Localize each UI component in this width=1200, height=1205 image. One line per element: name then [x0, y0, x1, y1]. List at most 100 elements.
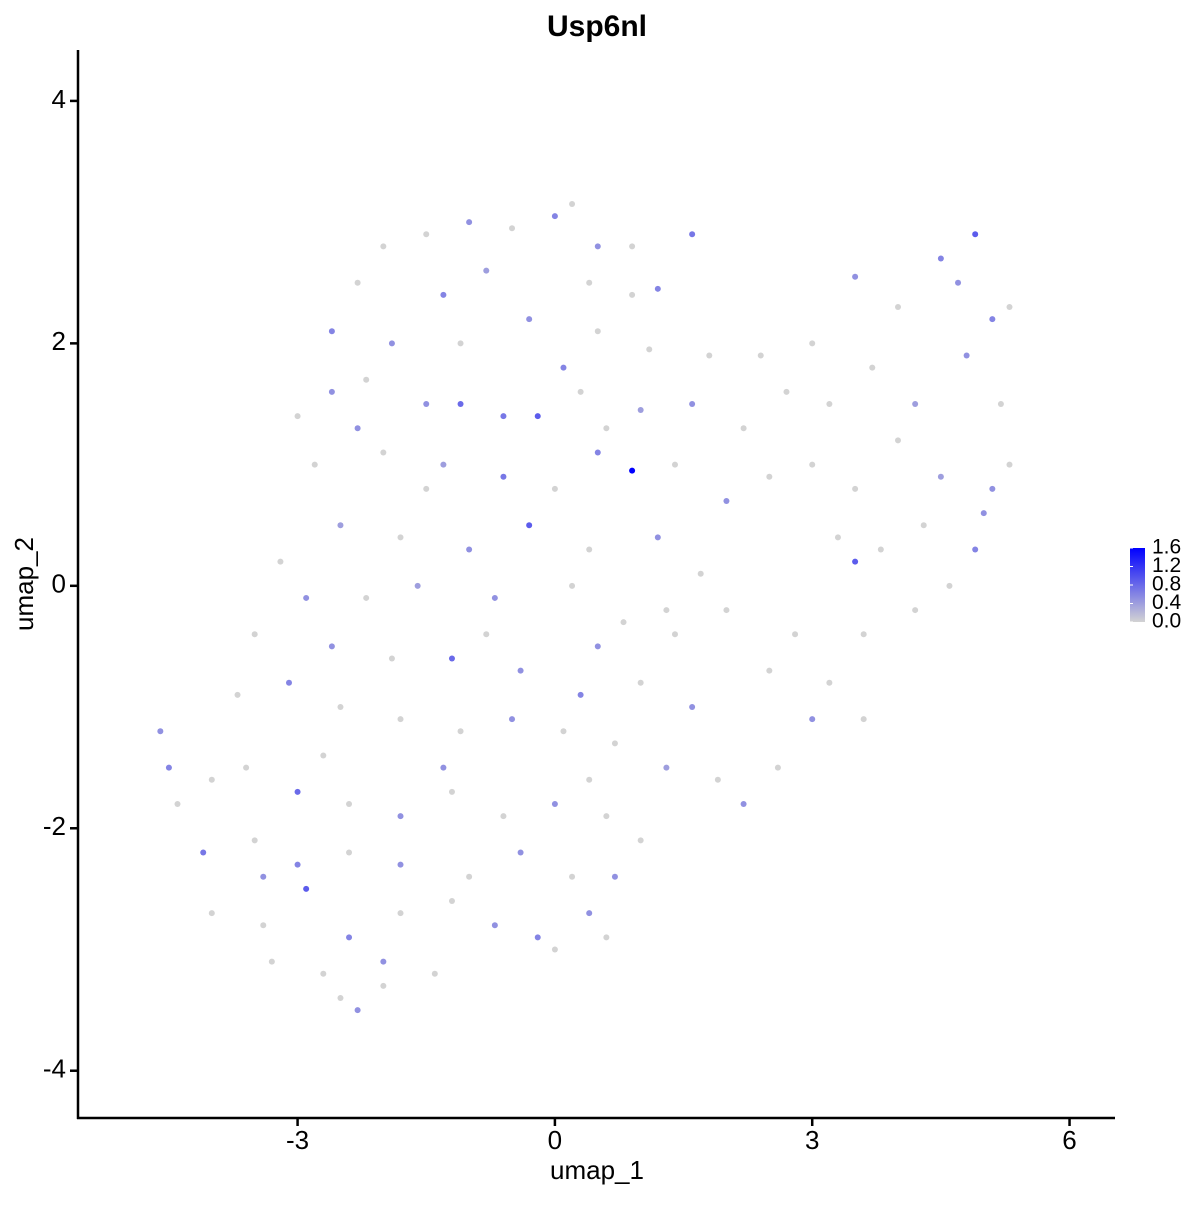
point — [955, 279, 962, 286]
point — [354, 1007, 361, 1014]
point — [526, 522, 533, 529]
point — [654, 285, 661, 292]
point — [766, 473, 773, 480]
point — [894, 437, 901, 444]
points — [157, 200, 1013, 1014]
point — [620, 619, 627, 626]
x-axis-label: umap_1 — [550, 1155, 644, 1185]
point — [577, 691, 584, 698]
point — [388, 340, 395, 347]
point — [629, 291, 636, 298]
point — [234, 691, 241, 698]
point — [260, 873, 267, 880]
y-tick-label: 4 — [52, 84, 66, 114]
point — [551, 213, 558, 220]
point — [594, 643, 601, 650]
point — [311, 461, 318, 468]
point — [723, 497, 730, 504]
point — [972, 231, 979, 238]
point — [783, 388, 790, 395]
point — [500, 413, 507, 420]
point — [894, 303, 901, 310]
point — [714, 776, 721, 783]
point — [448, 655, 455, 662]
point — [920, 522, 927, 529]
point — [569, 873, 576, 880]
point — [689, 400, 696, 407]
y-tick-label: -2 — [43, 811, 66, 841]
colorbar-tick-label: 0.8 — [1152, 573, 1181, 596]
point — [560, 364, 567, 371]
point — [869, 364, 876, 371]
point — [294, 788, 301, 795]
point — [646, 346, 653, 353]
point — [663, 607, 670, 614]
point — [594, 328, 601, 335]
colorbar-tick-label: 1.2 — [1152, 554, 1181, 577]
point — [457, 728, 464, 735]
point — [165, 764, 172, 771]
point — [809, 716, 816, 723]
point — [860, 631, 867, 638]
point — [440, 291, 447, 298]
point — [286, 679, 293, 686]
point — [526, 316, 533, 323]
point — [603, 813, 610, 820]
point — [483, 267, 490, 274]
point — [611, 740, 618, 747]
point — [509, 225, 516, 232]
point — [852, 485, 859, 492]
point — [569, 582, 576, 589]
point — [303, 885, 310, 892]
point — [346, 801, 353, 808]
point — [637, 837, 644, 844]
point — [440, 764, 447, 771]
point — [852, 273, 859, 280]
colorbar-tick-label: 0.0 — [1152, 610, 1181, 633]
point — [397, 861, 404, 868]
point — [397, 534, 404, 541]
point — [671, 631, 678, 638]
point — [637, 407, 644, 414]
point — [414, 582, 421, 589]
point — [277, 558, 284, 565]
point — [380, 449, 387, 456]
point — [551, 485, 558, 492]
point — [208, 776, 215, 783]
point — [912, 607, 919, 614]
point — [517, 849, 524, 856]
point — [260, 922, 267, 929]
point — [809, 461, 816, 468]
point — [294, 861, 301, 868]
point — [337, 704, 344, 711]
point — [500, 473, 507, 480]
point — [1006, 461, 1013, 468]
point — [877, 546, 884, 553]
point — [577, 388, 584, 395]
point — [397, 716, 404, 723]
point — [629, 243, 636, 250]
point — [354, 425, 361, 432]
point — [586, 546, 593, 553]
point — [534, 413, 541, 420]
colorbar — [1130, 548, 1145, 622]
point — [294, 413, 301, 420]
point — [440, 461, 447, 468]
y-tick-label: 0 — [52, 569, 66, 599]
point — [320, 752, 327, 759]
point — [697, 570, 704, 577]
point — [363, 594, 370, 601]
point — [380, 982, 387, 989]
point — [457, 400, 464, 407]
point — [611, 873, 618, 880]
point — [594, 243, 601, 250]
point — [243, 764, 250, 771]
point — [766, 667, 773, 674]
point — [671, 461, 678, 468]
point — [363, 376, 370, 383]
point — [551, 801, 558, 808]
point — [423, 231, 430, 238]
point — [972, 546, 979, 553]
point — [792, 631, 799, 638]
